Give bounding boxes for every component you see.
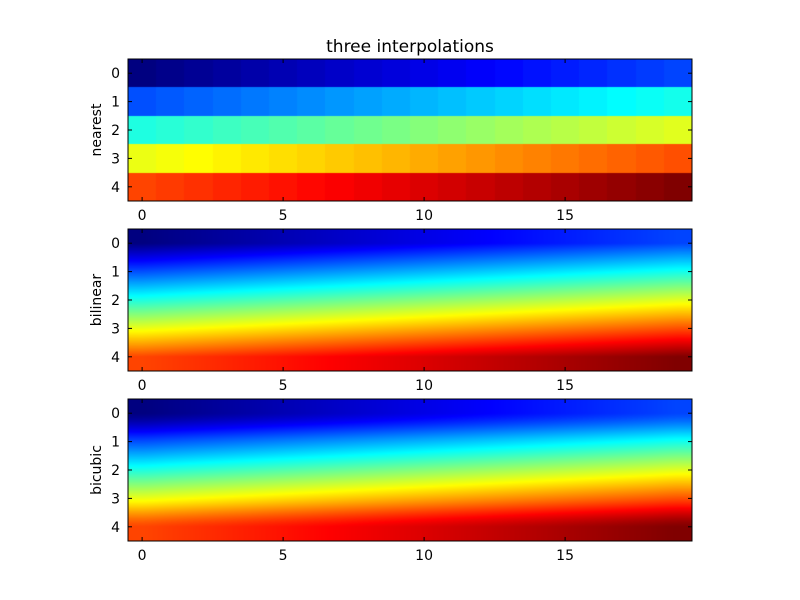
x-tick-label: 10 (415, 378, 433, 394)
x-tick-label: 0 (138, 208, 147, 224)
x-tick-label: 0 (138, 548, 147, 564)
y-axis-label: bicubic (89, 445, 105, 495)
heatmap-image-bilinear (128, 229, 692, 371)
subplot-bilinear: 0 5 10 15 0 1 2 3 4 bilinear (89, 228, 693, 394)
y-tick-label: 4 (111, 520, 120, 536)
x-tick-label: 10 (415, 548, 433, 564)
x-tick-label: 15 (556, 378, 574, 394)
x-tick-label: 5 (279, 548, 288, 564)
subplot-bicubic: 0 5 10 15 0 1 2 3 4 bicubic (89, 398, 693, 564)
heatmap-image-nearest (128, 59, 692, 201)
subplot-nearest: 0 5 10 15 0 1 2 3 4 nearest (89, 58, 693, 224)
y-tick-label: 1 (111, 95, 120, 111)
y-tick-label: 4 (111, 180, 120, 196)
y-axis-label: bilinear (89, 274, 105, 327)
x-tick-label: 5 (279, 208, 288, 224)
y-tick-label: 3 (111, 151, 120, 167)
x-tick-label: 10 (415, 208, 433, 224)
y-tick-label: 1 (111, 435, 120, 451)
y-tick-label: 4 (111, 350, 120, 366)
x-tick-label: 15 (556, 208, 574, 224)
y-tick-label: 2 (111, 463, 120, 479)
x-tick-label: 5 (279, 378, 288, 394)
y-tick-label: 2 (111, 123, 120, 139)
chart-title: three interpolations (326, 37, 494, 57)
x-tick-label: 15 (556, 548, 574, 564)
heatmap-image-bicubic (128, 399, 692, 541)
y-axis-label: nearest (89, 103, 105, 156)
y-tick-label: 1 (111, 265, 120, 281)
y-tick-label: 0 (111, 406, 120, 422)
x-tick-label: 0 (138, 378, 147, 394)
y-tick-label: 3 (111, 491, 120, 507)
y-tick-label: 3 (111, 321, 120, 337)
y-tick-label: 0 (111, 66, 120, 82)
y-tick-label: 2 (111, 293, 120, 309)
y-tick-label: 0 (111, 236, 120, 252)
